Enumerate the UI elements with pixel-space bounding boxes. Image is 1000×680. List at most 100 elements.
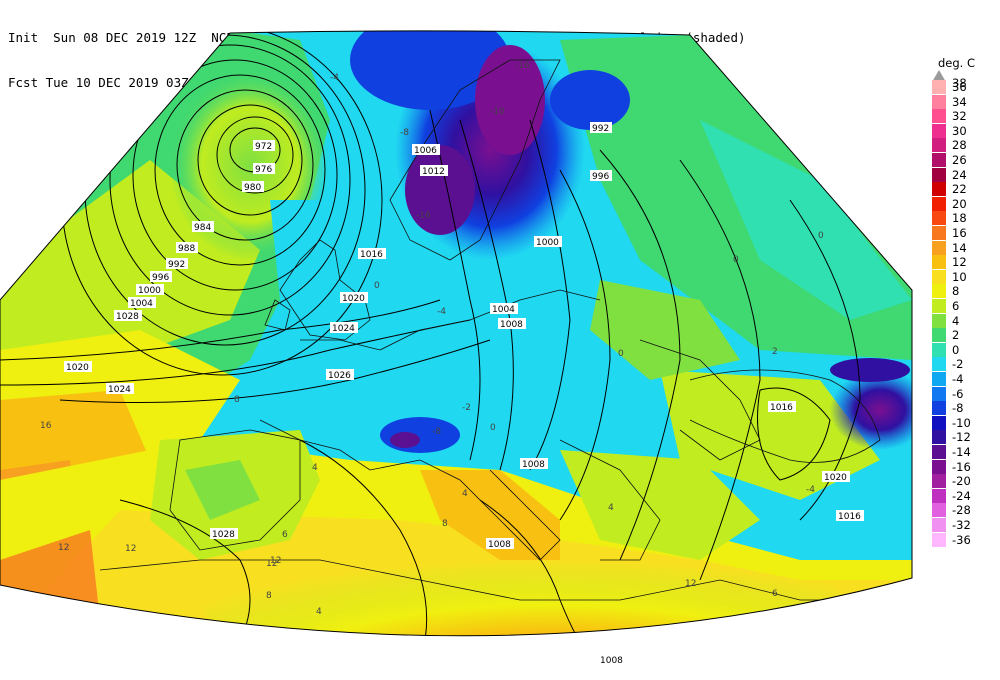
isobar-label: 1008 [600, 656, 623, 666]
legend-label: -10 [952, 415, 971, 430]
legend-swatch [932, 401, 946, 416]
legend-swatch [932, 518, 946, 532]
dewpoint-label: 8 [442, 519, 448, 529]
dewpoint-label: 4 [608, 503, 614, 513]
legend-row: -24 [928, 488, 998, 504]
isobar-label: 1028 [116, 312, 139, 322]
isobar-label: 1016 [838, 512, 861, 522]
isobar-label: 980 [244, 183, 261, 193]
legend-label: 34 [952, 94, 967, 109]
dewpoint-label: -4 [330, 73, 339, 83]
legend-swatch [932, 328, 946, 343]
legend-swatch [932, 415, 946, 430]
isobar-label: 988 [178, 244, 195, 254]
legend-swatch [932, 459, 946, 474]
legend-swatch [932, 474, 946, 489]
map-frame [0, 30, 913, 637]
isobar-label: 996 [152, 273, 169, 283]
legend-label: -14 [952, 445, 971, 459]
legend-row: 6 [928, 299, 998, 314]
legend-row: 34 [928, 94, 998, 110]
legend-label: 26 [952, 153, 967, 167]
legend-row: 26 [928, 153, 998, 168]
legend-label: 28 [952, 138, 967, 153]
legend-row: -14 [928, 445, 998, 460]
legend-row: 4 [928, 313, 998, 329]
dewpoint-label: 6 [772, 589, 778, 599]
legend-label: -2 [952, 357, 964, 372]
dewpoint-label: 2 [772, 347, 778, 357]
legend-label: -28 [952, 503, 971, 518]
legend-swatch [932, 299, 946, 313]
legend-label: -12 [952, 430, 971, 445]
dewpoint-label: 12 [685, 579, 696, 589]
dewpoint-label: -10 [490, 107, 505, 117]
isobar-label: 1020 [824, 473, 847, 483]
legend-row: -2 [928, 357, 998, 372]
isobar-label: 1008 [488, 540, 511, 550]
isobar-label: 1028 [212, 530, 235, 540]
legend-swatch [932, 313, 946, 328]
legend-swatch [932, 357, 946, 372]
legend-swatch [932, 342, 946, 357]
dewpoint-label: 4 [462, 489, 468, 499]
dewpoint-label: 16 [40, 421, 52, 431]
isobar-label: 1008 [522, 460, 545, 470]
legend-swatch [932, 211, 946, 226]
legend-label: 32 [952, 109, 967, 124]
legend-label: -16 [952, 459, 971, 474]
isobar-label: 1008 [500, 320, 523, 330]
legend-label: -4 [952, 372, 964, 386]
legend-label: 12 [952, 255, 967, 270]
legend-row: 36 [928, 80, 998, 95]
legend-row: -8 [928, 401, 998, 416]
coastlines [99, 59, 912, 601]
dewpoint-label: 12 [266, 559, 277, 569]
legend-label: 10 [952, 269, 967, 284]
legend-label: 38 [952, 76, 967, 90]
legend-label: 24 [952, 167, 967, 182]
isobar-label: 1004 [492, 305, 515, 315]
isobar-label: 992 [168, 260, 185, 270]
dewpoint-label: 8 [266, 591, 272, 601]
legend-row: -16 [928, 459, 998, 475]
dewpoint-label: 0 [490, 423, 496, 433]
legend-row: 22 [928, 182, 998, 197]
isobar-label: 1012 [422, 167, 445, 177]
dewpoint-label: 0 [374, 281, 380, 291]
legend-row: -32 [928, 518, 998, 533]
legend-swatch [932, 167, 946, 182]
dewpoint-label: 4 [316, 607, 322, 617]
legend-row: -36 [928, 532, 998, 548]
dewpoint-label: -2 [462, 403, 471, 413]
legend-label: 14 [952, 240, 967, 255]
legend-row: 16 [928, 226, 998, 241]
legend-label: -32 [952, 518, 971, 532]
dewpoint-label: 0 [618, 349, 624, 359]
legend-row: 2 [928, 328, 998, 343]
dewpoint-label: 12 [58, 543, 69, 553]
legend-swatch [932, 532, 946, 547]
legend-swatch [932, 284, 946, 299]
legend-row: -6 [928, 386, 998, 402]
isobar-label: 1020 [342, 294, 365, 304]
isobar-label: 992 [592, 124, 609, 134]
legend-label: 18 [952, 211, 967, 226]
isobar-label: 1016 [360, 250, 383, 260]
legend-swatch [932, 109, 946, 124]
dewpoint-label: -16 [515, 61, 530, 71]
legend-title: deg. C [938, 56, 976, 70]
legend-swatch [932, 94, 946, 109]
legend-label: -24 [952, 488, 971, 503]
dewpoint-label: -8 [400, 128, 409, 138]
legend-swatch [932, 386, 946, 401]
isobar-label: 976 [255, 165, 272, 175]
legend-label: 16 [952, 226, 967, 240]
dewpoint-label: 4 [312, 463, 318, 473]
isobar-label: 1000 [536, 238, 559, 248]
legend-row: 14 [928, 240, 998, 256]
isobar-label-group: 972 976 980 984 988 992 996 1000 1004 10… [64, 122, 864, 666]
dewpoint-label: 6 [282, 530, 288, 540]
legend-swatch [932, 372, 946, 386]
